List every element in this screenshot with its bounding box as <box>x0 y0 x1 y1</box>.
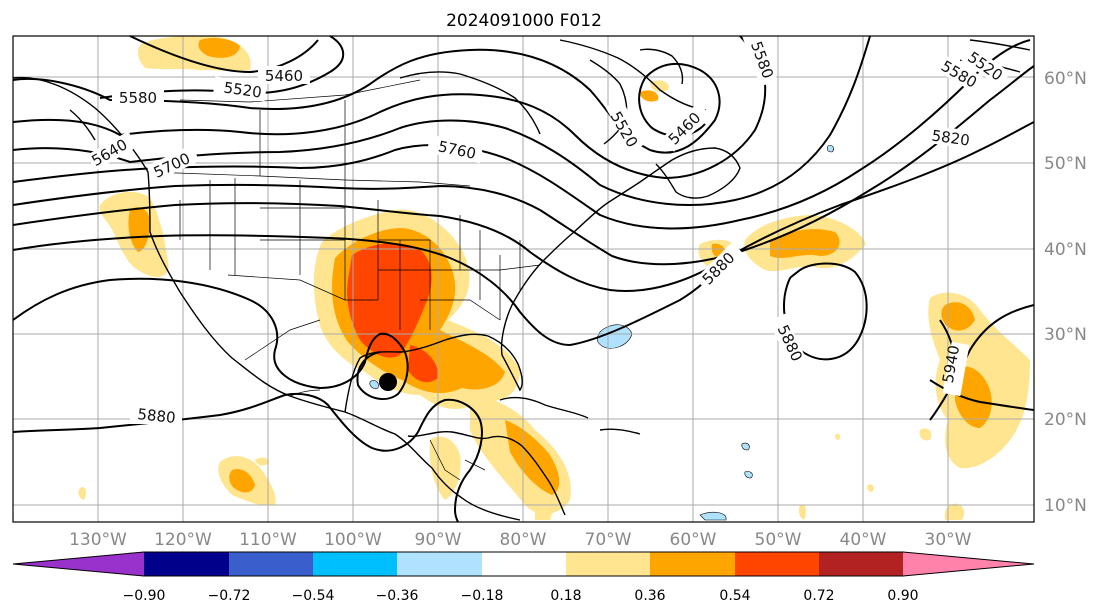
colorbar-swatch <box>735 552 819 576</box>
colorbar-tick: −0.90 <box>123 588 166 604</box>
lat-label: 60°N <box>1044 69 1087 89</box>
lat-label: 30°N <box>1044 325 1087 345</box>
contour-label: 5580 <box>119 89 157 107</box>
colorbar-swatch <box>819 552 903 576</box>
colorbar: −0.90 −0.72 −0.54 −0.36 −0.18 0.18 0.36 … <box>12 551 1035 604</box>
lon-label: 100°W <box>324 530 382 550</box>
lat-label: 20°N <box>1044 410 1087 430</box>
lon-label: 50°W <box>755 530 802 550</box>
colorbar-tick: 0.72 <box>803 588 834 604</box>
lat-label: 10°N <box>1044 496 1087 516</box>
lon-label: 70°W <box>585 530 632 550</box>
colorbar-tick: 0.54 <box>719 588 750 604</box>
colorbar-tick: 0.90 <box>887 588 918 604</box>
lon-label: 130°W <box>69 530 127 550</box>
lon-label: 30°W <box>925 530 972 550</box>
lat-label: 50°N <box>1044 154 1087 174</box>
lon-label: 90°W <box>415 530 462 550</box>
lon-label: 40°W <box>840 530 887 550</box>
lon-label: 110°W <box>239 530 297 550</box>
colorbar-tick: −0.18 <box>461 588 504 604</box>
colorbar-swatch <box>566 552 650 576</box>
colorbar-extend-high <box>903 552 1034 576</box>
coastlines <box>12 39 1031 521</box>
colorbar-tick: 0.18 <box>550 588 581 604</box>
storm-center-marker <box>379 373 397 391</box>
contour-label: 5460 <box>265 67 303 85</box>
contour-label: 5880 <box>137 405 177 427</box>
graticule <box>13 36 1034 522</box>
colorbar-tick: 0.36 <box>634 588 665 604</box>
colorbar-swatch <box>397 552 482 576</box>
colorbar-swatch <box>229 552 313 576</box>
colorbar-tick: −0.72 <box>208 588 251 604</box>
contour-label: 5820 <box>931 126 971 149</box>
borders <box>149 79 541 481</box>
colorbar-swatch <box>650 552 735 576</box>
lon-label: 120°W <box>154 530 212 550</box>
colorbar-tick: −0.54 <box>292 588 335 604</box>
contour-label: 5520 <box>223 78 263 101</box>
map-title: 2024091000 F012 <box>446 11 602 31</box>
latitude-labels: 60°N 50°N 40°N 30°N 20°N 10°N <box>1044 69 1087 516</box>
shading-high <box>347 243 439 383</box>
shading-negative <box>369 145 834 521</box>
colorbar-tick: −0.36 <box>376 588 419 604</box>
colorbar-swatch <box>482 552 566 576</box>
lat-label: 40°N <box>1044 240 1087 260</box>
colorbar-swatch <box>313 552 397 576</box>
longitude-labels: 130°W 120°W 110°W 100°W 90°W 80°W 70°W 6… <box>69 530 972 550</box>
lon-label: 80°W <box>500 530 547 550</box>
lon-label: 60°W <box>670 530 717 550</box>
colorbar-extend-low <box>13 552 144 576</box>
colorbar-swatch <box>144 552 229 576</box>
map-panel: 5460 5520 5580 5640 5700 5760 5820 5880 … <box>12 31 1035 523</box>
